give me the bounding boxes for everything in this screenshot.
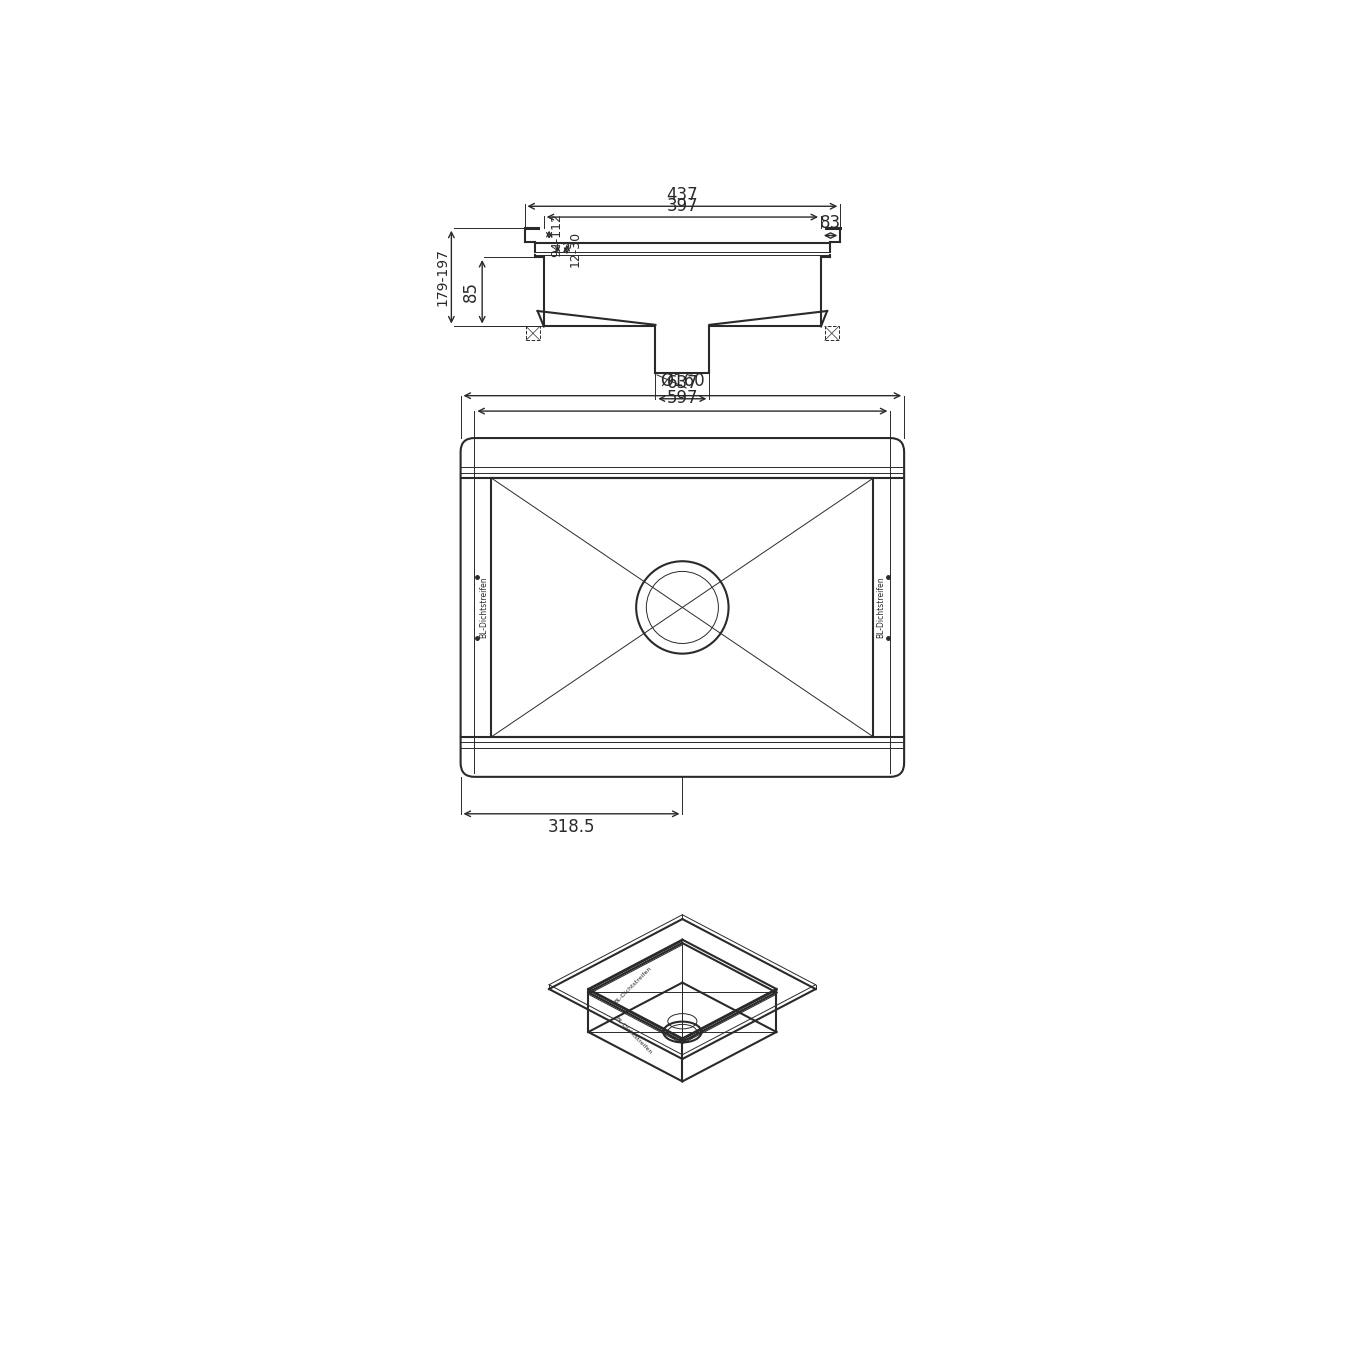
Bar — [492, 478, 873, 736]
Text: 597: 597 — [667, 389, 698, 407]
Text: 94-112: 94-112 — [550, 213, 564, 257]
Text: 179-197: 179-197 — [434, 249, 449, 306]
Text: 437: 437 — [667, 186, 698, 204]
Text: 85: 85 — [462, 281, 479, 302]
Text: BL-Dichtstreifen: BL-Dichtstreifen — [877, 576, 885, 638]
Text: 318.5: 318.5 — [548, 818, 596, 836]
Text: BL-Dichtstreifen: BL-Dichtstreifen — [479, 576, 488, 638]
Bar — [526, 326, 540, 340]
Text: 397: 397 — [667, 197, 698, 214]
Text: 2: 2 — [563, 242, 571, 255]
Text: 83: 83 — [820, 213, 841, 232]
Text: BL-Dichtstreifen: BL-Dichtstreifen — [613, 966, 653, 1004]
Text: BL-Dichtstreifen: BL-Dichtstreifen — [613, 1016, 653, 1056]
Text: 12-30: 12-30 — [568, 231, 582, 268]
Text: Ø160: Ø160 — [660, 372, 705, 389]
Text: 637: 637 — [667, 374, 698, 392]
Bar — [825, 326, 839, 340]
